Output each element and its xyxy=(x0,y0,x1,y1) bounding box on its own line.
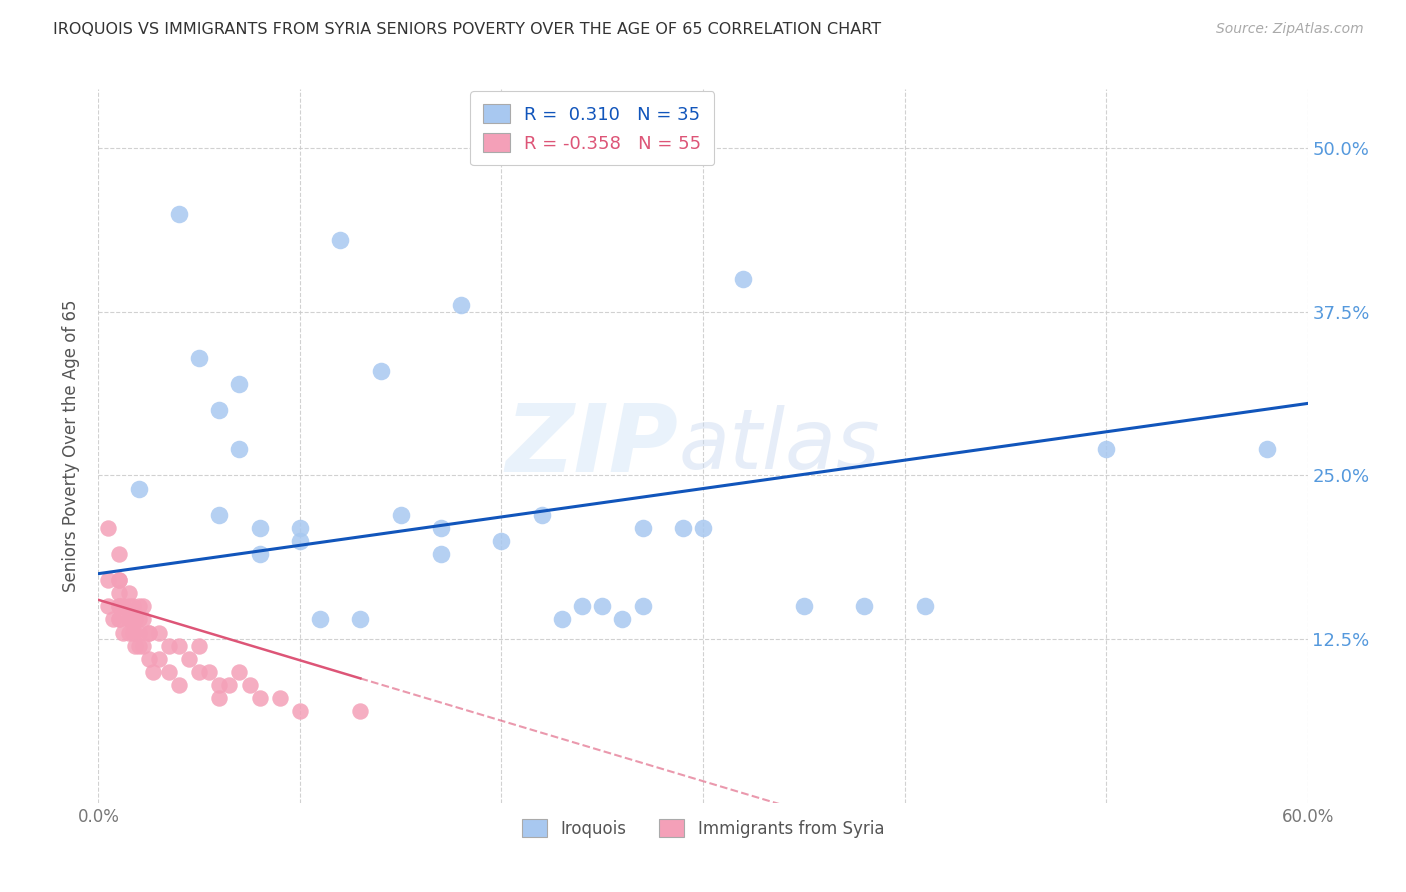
Point xyxy=(118,586,141,600)
Point xyxy=(101,612,124,626)
Point xyxy=(128,482,150,496)
Point xyxy=(132,599,155,614)
Point xyxy=(188,639,211,653)
Point xyxy=(107,599,129,614)
Point xyxy=(107,612,129,626)
Text: Source: ZipAtlas.com: Source: ZipAtlas.com xyxy=(1216,22,1364,37)
Point xyxy=(349,612,371,626)
Point xyxy=(591,599,613,614)
Point xyxy=(124,639,146,653)
Point xyxy=(228,376,250,391)
Point xyxy=(612,612,634,626)
Point xyxy=(793,599,815,614)
Point xyxy=(167,678,190,692)
Point xyxy=(107,612,129,626)
Point xyxy=(228,442,250,457)
Point xyxy=(239,678,262,692)
Point xyxy=(148,652,170,666)
Point xyxy=(672,521,695,535)
Point xyxy=(121,625,143,640)
Point xyxy=(914,599,936,614)
Point xyxy=(132,612,155,626)
Point xyxy=(121,612,143,626)
Point xyxy=(370,364,392,378)
Point xyxy=(128,599,150,614)
Point xyxy=(138,625,160,640)
Point xyxy=(142,665,165,679)
Text: atlas: atlas xyxy=(679,406,880,486)
Point xyxy=(309,612,332,626)
Point xyxy=(288,521,311,535)
Point xyxy=(111,625,134,640)
Point xyxy=(1095,442,1118,457)
Point xyxy=(208,678,231,692)
Text: ZIP: ZIP xyxy=(506,400,679,492)
Point xyxy=(430,521,453,535)
Point xyxy=(128,612,150,626)
Point xyxy=(631,521,654,535)
Point xyxy=(269,691,291,706)
Point xyxy=(389,508,412,522)
Point xyxy=(97,599,120,614)
Point xyxy=(107,599,129,614)
Point xyxy=(692,521,714,535)
Point xyxy=(157,665,180,679)
Point xyxy=(491,533,513,548)
Point xyxy=(571,599,593,614)
Point xyxy=(128,625,150,640)
Point xyxy=(179,652,201,666)
Point xyxy=(733,272,755,286)
Point xyxy=(329,233,352,247)
Point xyxy=(198,665,221,679)
Point xyxy=(450,298,472,312)
Point xyxy=(107,586,129,600)
Point xyxy=(121,599,143,614)
Point xyxy=(97,521,120,535)
Point xyxy=(188,665,211,679)
Point xyxy=(188,351,211,365)
Point xyxy=(208,691,231,706)
Y-axis label: Seniors Poverty Over the Age of 65: Seniors Poverty Over the Age of 65 xyxy=(62,300,80,592)
Point xyxy=(118,625,141,640)
Point xyxy=(288,533,311,548)
Point xyxy=(107,573,129,587)
Point xyxy=(138,625,160,640)
Point xyxy=(288,704,311,718)
Point xyxy=(249,547,271,561)
Point xyxy=(97,573,120,587)
Point xyxy=(631,599,654,614)
Point xyxy=(118,612,141,626)
Point xyxy=(157,639,180,653)
Point xyxy=(349,704,371,718)
Legend: Iroquois, Immigrants from Syria: Iroquois, Immigrants from Syria xyxy=(515,813,891,845)
Point xyxy=(218,678,240,692)
Point xyxy=(430,547,453,561)
Point xyxy=(249,691,271,706)
Point xyxy=(148,625,170,640)
Point xyxy=(249,521,271,535)
Point xyxy=(551,612,574,626)
Point xyxy=(132,639,155,653)
Point xyxy=(167,206,190,220)
Point xyxy=(853,599,876,614)
Point xyxy=(111,599,134,614)
Point xyxy=(1256,442,1278,457)
Point xyxy=(208,403,231,417)
Point xyxy=(530,508,553,522)
Point xyxy=(228,665,250,679)
Point xyxy=(167,639,190,653)
Point xyxy=(124,625,146,640)
Point xyxy=(118,612,141,626)
Point xyxy=(138,652,160,666)
Text: IROQUOIS VS IMMIGRANTS FROM SYRIA SENIORS POVERTY OVER THE AGE OF 65 CORRELATION: IROQUOIS VS IMMIGRANTS FROM SYRIA SENIOR… xyxy=(53,22,882,37)
Point xyxy=(118,599,141,614)
Point xyxy=(124,612,146,626)
Point xyxy=(208,508,231,522)
Point xyxy=(128,639,150,653)
Point xyxy=(107,573,129,587)
Point xyxy=(107,547,129,561)
